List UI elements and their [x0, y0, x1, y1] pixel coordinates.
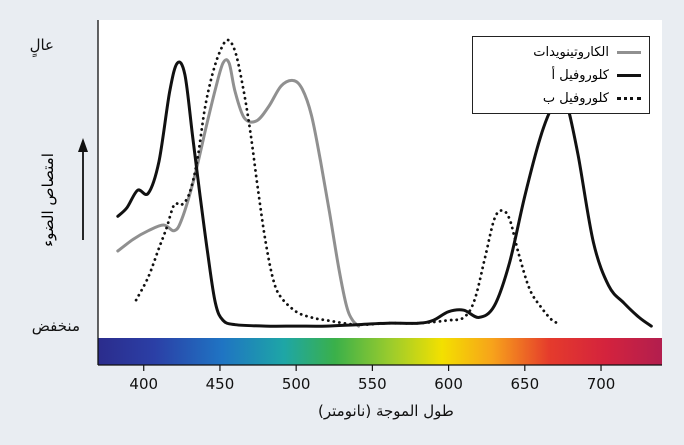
legend-swatch-black-solid [617, 73, 641, 77]
legend-item-carotenoids: الكاروتينويدات [481, 42, 641, 62]
x-tick-label-500: 500 [282, 375, 311, 393]
x-tick-label-400: 400 [129, 375, 158, 393]
x-tick-label-700: 700 [587, 375, 616, 393]
x-tick-label-600: 600 [434, 375, 463, 393]
legend-label: كلوروفيل أ [551, 67, 610, 83]
carotenoids-curve [116, 58, 361, 328]
x-tick-label-550: 550 [358, 375, 387, 393]
y-axis-title: امتصاص الضوء [39, 153, 58, 247]
legend-swatch-black-dotted [617, 96, 641, 100]
y-axis-low-label: منخفض [31, 317, 80, 335]
legend-item-chlorophyll-b: كلوروفيل ب [481, 88, 641, 108]
legend: الكاروتينويدات كلوروفيل أ كلوروفيل ب [472, 36, 650, 114]
legend-swatch-gray-solid [617, 50, 641, 54]
y-axis-arrow-head [78, 138, 88, 152]
x-axis-title: طول الموجة (نانومتر) [318, 402, 454, 420]
visible-spectrum-bar [98, 338, 662, 365]
chlorophyll-b-curve [134, 38, 562, 327]
legend-label: كلوروفيل ب [542, 90, 609, 106]
y-axis-title-wrap: امتصاص الضوء [18, 140, 78, 260]
x-tick-label-650: 650 [510, 375, 539, 393]
legend-label: الكاروتينويدات [533, 44, 609, 60]
x-tick-label-450: 450 [206, 375, 235, 393]
legend-item-chlorophyll-a: كلوروفيل أ [481, 65, 641, 85]
y-axis-high-label: عالٍ [29, 36, 54, 54]
